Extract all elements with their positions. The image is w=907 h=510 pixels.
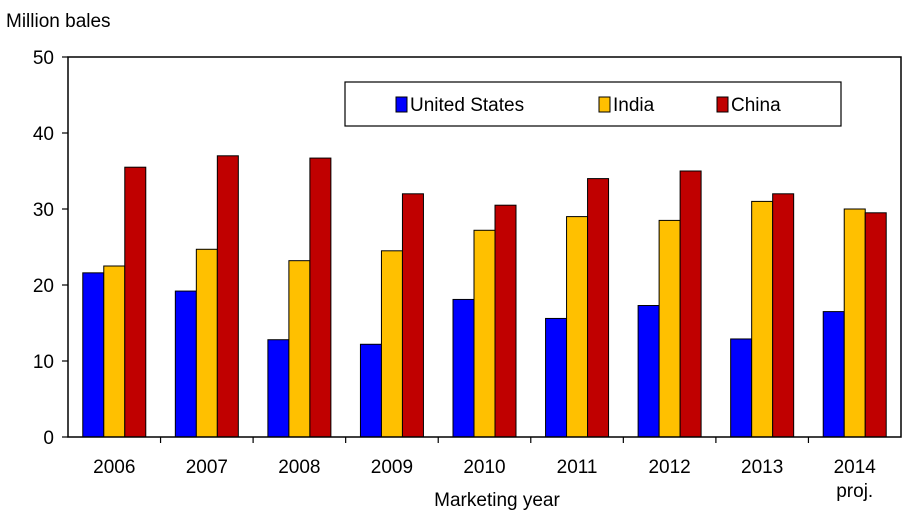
legend-swatch	[598, 96, 611, 113]
y-tick-label: 30	[33, 200, 54, 221]
x-axis-title: Marketing year	[434, 490, 560, 510]
x-tick-label: 2006	[93, 457, 135, 478]
bar-india	[843, 208, 866, 438]
legend-label: United States	[410, 95, 524, 116]
legend-box	[344, 81, 842, 127]
bar-china	[679, 170, 702, 438]
bar-china	[401, 193, 424, 438]
bar-united-states	[822, 311, 845, 438]
bar-china	[309, 157, 332, 438]
x-tick-label: 2014	[834, 457, 877, 478]
y-tick-label: 0	[43, 428, 54, 449]
bar-united-states	[545, 317, 568, 438]
y-tick-label: 40	[33, 124, 54, 145]
bar-china	[124, 166, 147, 438]
bar-china	[772, 193, 795, 438]
x-tick-label: 2010	[463, 457, 505, 478]
bar-china	[216, 155, 239, 438]
y-tick-label: 20	[33, 276, 54, 297]
plot-frame	[67, 56, 902, 438]
bar-united-states	[267, 339, 290, 438]
bar-india	[566, 216, 589, 438]
bar-india	[473, 229, 496, 438]
y-axis-title: Million bales	[6, 11, 111, 32]
x-tick-label: 2008	[278, 457, 320, 478]
legend-label: China	[731, 95, 781, 116]
bar-india	[288, 260, 311, 438]
bar-united-states	[174, 290, 197, 438]
bar-china	[587, 178, 610, 438]
bar-united-states	[452, 298, 475, 438]
bar-india	[658, 219, 681, 438]
bar-united-states	[637, 305, 660, 438]
bar-united-states	[730, 338, 753, 438]
legend: United States India China	[344, 81, 842, 127]
x-tick-label: 2013	[741, 457, 783, 478]
bar-china	[864, 212, 887, 438]
bar-india	[380, 250, 403, 438]
bar-china	[494, 204, 517, 438]
x-tick-label: 2012	[648, 457, 690, 478]
x-tick-label: 2011	[557, 457, 598, 478]
x-tick-label: 2007	[186, 457, 228, 478]
legend-label: India	[613, 95, 655, 116]
legend-swatch	[395, 96, 408, 113]
y-tick-label: 10	[33, 352, 54, 373]
y-tick-label: 50	[33, 48, 54, 69]
x-tick-label: 2009	[371, 457, 413, 478]
bar-united-states	[82, 272, 105, 438]
bar-india	[751, 200, 774, 438]
x-tick-label: proj.	[836, 481, 873, 502]
bar-united-states	[359, 343, 382, 438]
bar-india	[103, 265, 126, 438]
legend-swatch	[716, 96, 729, 113]
bar-india	[195, 248, 218, 438]
